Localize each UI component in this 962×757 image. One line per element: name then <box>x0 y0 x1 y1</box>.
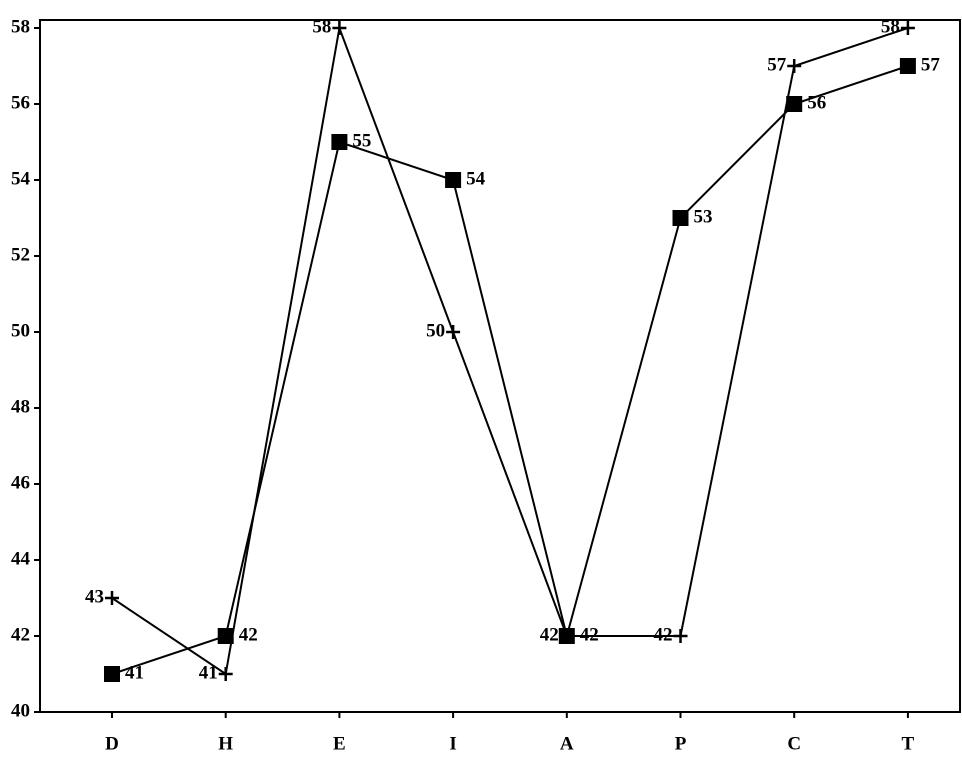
data-label: 58 <box>881 16 900 37</box>
x-tick-label: E <box>333 733 346 754</box>
series-line <box>112 28 908 674</box>
y-tick-label: 46 <box>11 472 30 493</box>
plus-marker <box>674 629 688 643</box>
y-tick-label: 58 <box>11 16 30 37</box>
x-tick-label: C <box>787 733 801 754</box>
data-label: 41 <box>199 662 218 683</box>
x-tick-label: T <box>902 733 915 754</box>
series-line <box>112 66 908 674</box>
data-label: 54 <box>466 168 486 189</box>
x-tick-label: A <box>560 733 574 754</box>
plus-marker <box>219 667 233 681</box>
data-label: 50 <box>426 320 445 341</box>
x-tick-label: P <box>675 733 687 754</box>
square-marker <box>673 210 689 226</box>
data-label: 42 <box>654 624 673 645</box>
square-marker <box>445 172 461 188</box>
data-label: 42 <box>239 624 258 645</box>
y-tick-label: 54 <box>11 168 31 189</box>
data-label: 55 <box>352 130 371 151</box>
square-marker <box>900 58 916 74</box>
y-tick-label: 56 <box>11 92 30 113</box>
y-tick-label: 50 <box>11 320 30 341</box>
x-tick-label: H <box>218 733 233 754</box>
data-label: 41 <box>125 662 144 683</box>
y-tick-label: 44 <box>11 548 31 569</box>
chart: 40 42 44 46 48 50 52 54 56 58 D H E I A P C T 41 42 55 54 42 53… <box>0 0 962 757</box>
plus-marker <box>332 21 346 35</box>
data-label: 43 <box>85 586 104 607</box>
y-tick-label: 42 <box>11 624 30 645</box>
data-label: 57 <box>767 54 787 75</box>
y-tick-label: 40 <box>11 700 30 721</box>
data-label: 56 <box>807 92 826 113</box>
y-tick-label: 52 <box>11 244 30 265</box>
x-tick-label: D <box>105 733 119 754</box>
plus-marker <box>901 21 915 35</box>
square-marker <box>331 134 347 150</box>
plus-marker <box>787 59 801 73</box>
data-label: 58 <box>312 16 331 37</box>
data-label: 53 <box>694 206 713 227</box>
plus-marker <box>105 591 119 605</box>
data-label: 42 <box>580 624 599 645</box>
data-label: 57 <box>921 54 941 75</box>
data-label: 42 <box>540 624 559 645</box>
square-marker <box>104 666 120 682</box>
x-tick-label: I <box>449 733 456 754</box>
y-tick-label: 48 <box>11 396 30 417</box>
plus-marker <box>446 325 460 339</box>
